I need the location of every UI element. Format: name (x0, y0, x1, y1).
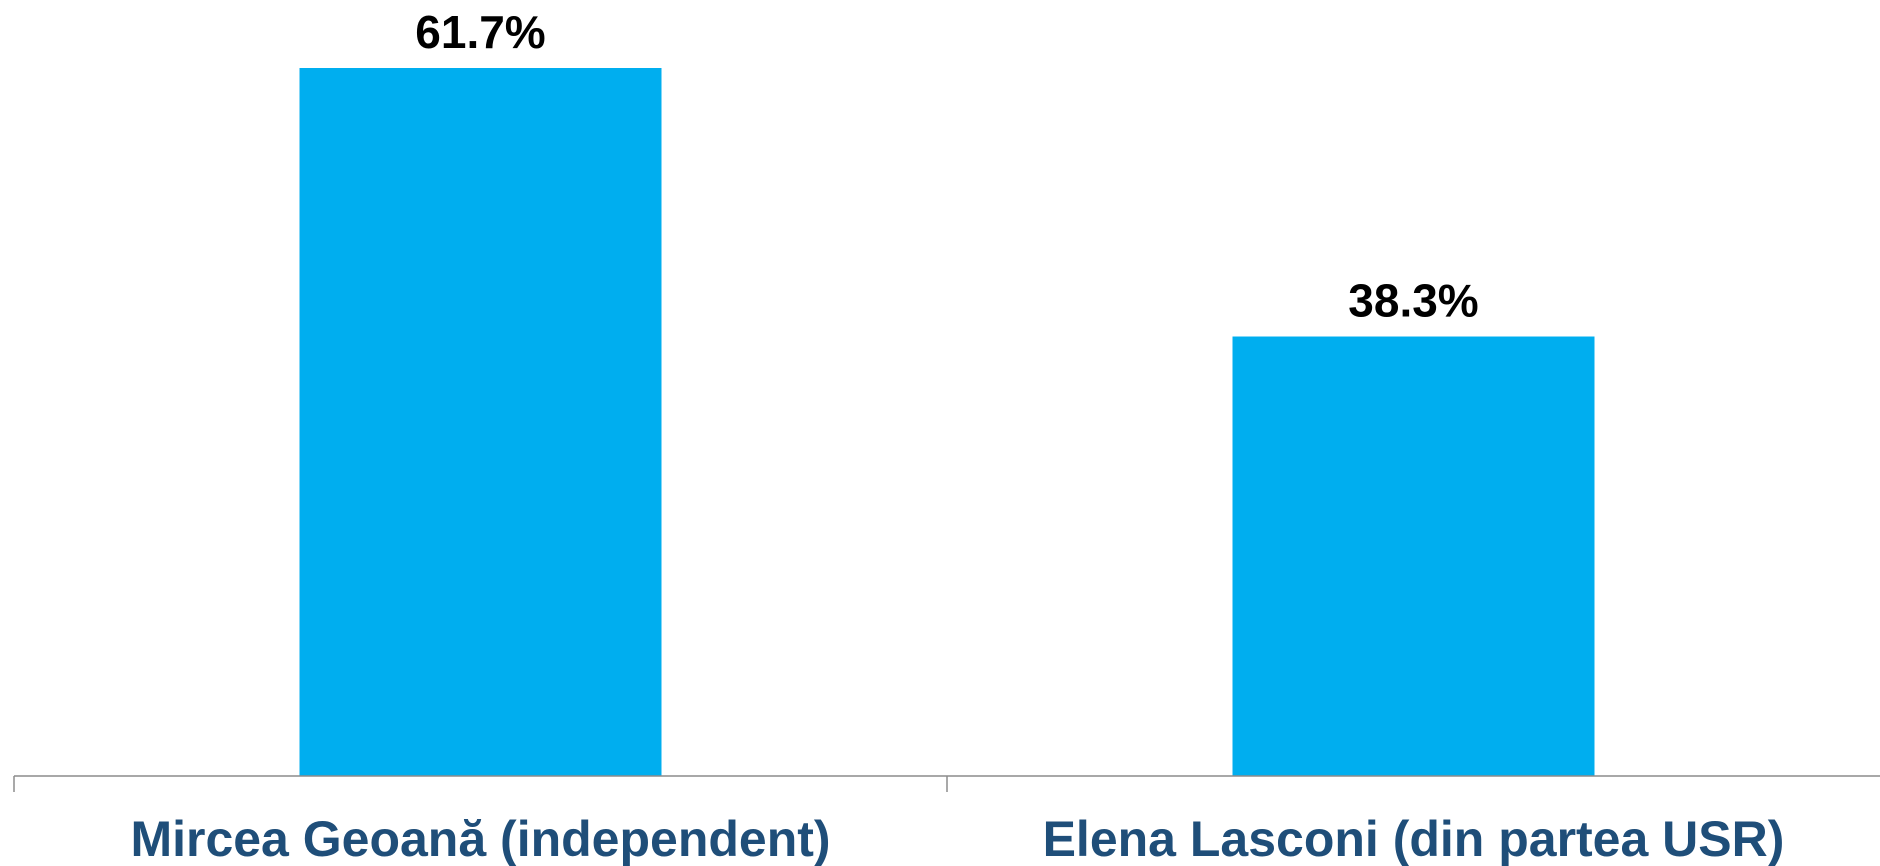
bars-group (299, 68, 1595, 776)
category-label: Elena Lasconi (din partea USR) (1043, 811, 1785, 866)
data-label: 38.3% (1348, 275, 1478, 327)
x-axis (13, 775, 1880, 792)
bar (1232, 336, 1595, 776)
labels-group: 61.7% Mircea Geoană (independent) 38.3% Ele… (130, 6, 1784, 866)
data-label: 61.7% (415, 6, 545, 58)
bar (299, 68, 662, 776)
category-label: Mircea Geoană (independent) (130, 811, 830, 866)
